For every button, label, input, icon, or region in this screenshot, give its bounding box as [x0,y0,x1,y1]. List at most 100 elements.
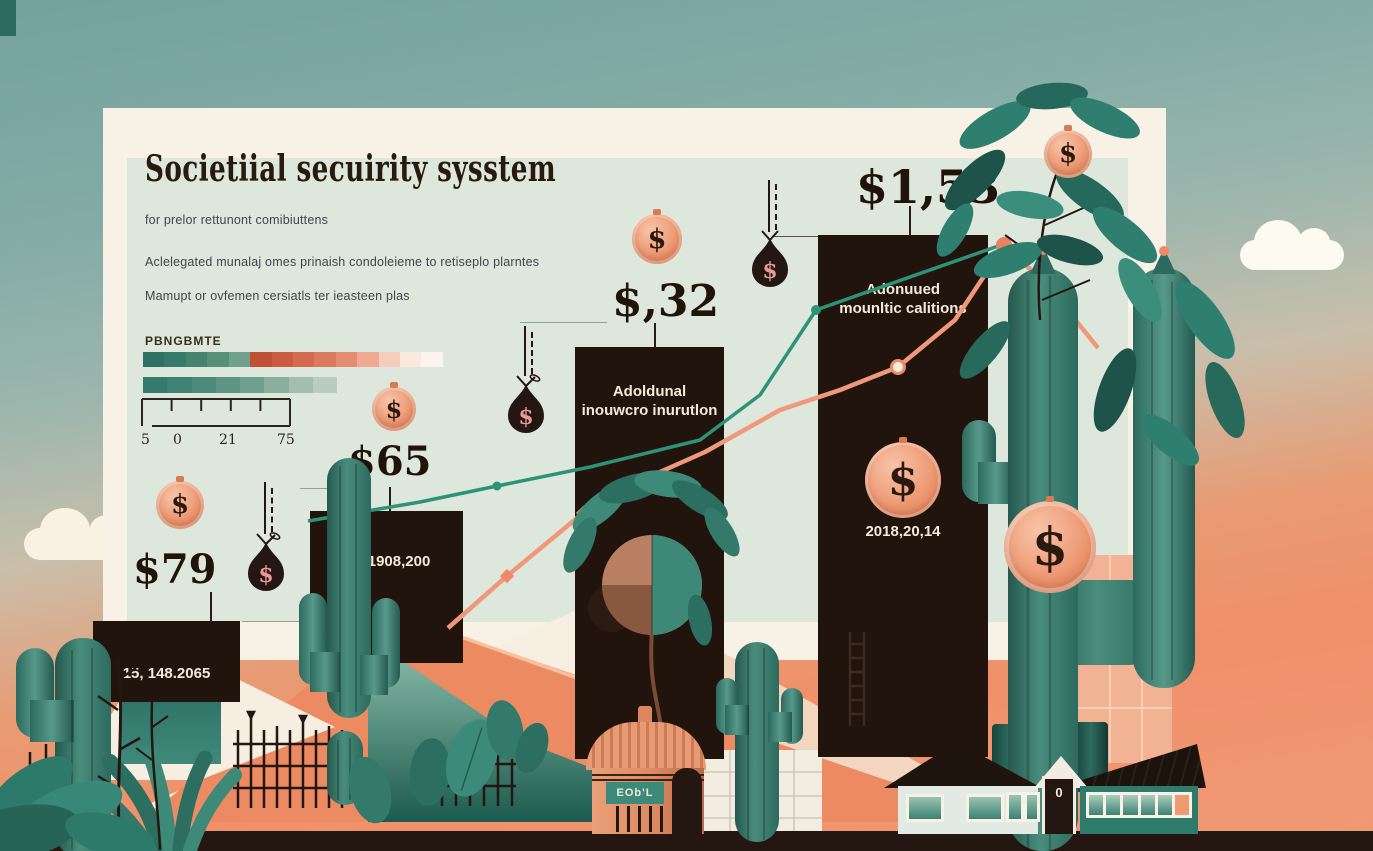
bar1-value: $79 [133,546,217,593]
kiosk-railing [608,806,668,832]
legend-swatch [421,352,443,367]
trend-line-teal [307,242,1005,523]
subtitle-3: Mamupt or ovfemen cersiatls ter ieasteen… [145,289,410,303]
page-title: Societiial secuirity sysstem [145,148,557,190]
axis-tick-2: 0 [173,432,182,448]
bag-string-dashed [775,184,777,230]
subtitle-2: Aclelegated munalaj omes prinaish condol… [145,255,540,269]
dollar-coin-icon: $ [632,209,682,264]
house-b-window [1140,795,1155,815]
house-a-window [1006,792,1024,822]
dollar-symbol: $ [1031,516,1069,578]
kiosk-doorway [672,768,702,834]
kiosk-band [592,779,704,781]
house-a-window [966,794,1004,822]
kiosk-finial [638,706,652,726]
dollar-coin-icon: $ [865,437,941,518]
paddle-plants [348,700,549,824]
legend-swatch [400,352,422,367]
cactus-center-right [716,642,803,842]
ladder [848,632,866,726]
dollar-symbol: $ [385,394,403,424]
house-b-window [1089,795,1104,815]
legend-swatch [240,377,265,393]
dollar-symbol: $ [1058,139,1078,169]
house-a [898,786,1040,834]
legend-swatch [288,377,313,393]
kiosk-sign: EOb'L [606,782,664,804]
axis-tick-3: 21 [219,432,237,448]
legend-swatch [185,352,208,367]
house-b-window [1174,795,1190,815]
door-knob: 0 [1055,785,1063,800]
bar3-caption-line1: Adoldunal [612,383,687,400]
bar4-caption-line2: mounltic calitions [839,300,967,317]
legend-swatch [378,352,401,367]
legend-swatch [312,377,337,393]
bag-string [264,482,266,534]
legend-swatch [335,352,358,367]
cactus-center-left [299,458,400,718]
money-bag-icon: $ [248,532,284,591]
legend-swatch [228,352,251,367]
bar4-coin-caption: 2018,20,14 [865,523,941,540]
house-b-window [1123,795,1138,815]
dollar-coin-icon: $ [156,476,204,529]
bar4-pointer [909,206,911,236]
dollar-coin-icon: $ [1004,496,1096,593]
legend-swatch [143,377,168,393]
leader-line-3 [520,322,607,323]
dollar-symbol: $ [647,223,667,255]
legend-swatch [271,352,293,367]
legend-swatch [167,377,192,393]
teal-dot-2 [811,305,821,315]
fence-left [233,710,345,808]
leader-line-4 [772,236,818,237]
legend-axis-ruler [141,398,291,427]
bar2-pointer [389,487,391,512]
dollar-symbol: $ [762,258,777,284]
axis-tick-1: 5 [141,432,150,448]
legend-swatch [191,377,216,393]
legend-swatch [143,352,165,367]
front-door: 0 [1042,776,1076,834]
corner-artifact [0,0,16,36]
legend-swatch [164,352,186,367]
subtitle-1: for prelor rettunont comibiuttens [145,213,329,227]
kiosk-band [592,774,704,776]
leader-line-1 [242,621,308,622]
salmon-marker-1 [499,568,515,584]
legend-label: PBNGBMTE [145,334,222,348]
legend-swatch [207,352,229,367]
cloud-right [1240,220,1344,270]
sapling-plant [563,470,740,743]
cactus-leaves-right [959,281,1245,466]
bag-string-dashed [531,332,533,374]
salmon-ring-marker [890,359,906,375]
dollar-symbol: $ [258,562,273,588]
legend-gradient-teal-salmon [143,352,443,367]
bag-string-dashed [271,488,273,532]
house-b-window [1106,795,1121,815]
bar3-pointer [654,323,656,348]
bar1-caption: 15, 148.2065 [122,665,211,682]
bar1-pointer [210,592,212,622]
house-b-window [1157,795,1172,815]
legend-swatch [215,377,240,393]
legend-swatch [292,352,315,367]
dollar-symbol: $ [518,404,533,430]
legend-swatch [250,352,272,367]
legend-gradient-teal-fade [143,377,337,393]
house-a-window [1024,792,1040,822]
bag-string [524,326,526,376]
money-tree-leaves [936,82,1162,322]
bar3-caption-line2: inouwcro inurutlon [581,402,718,419]
house-a-window [906,794,944,822]
dollar-symbol: $ [170,490,190,520]
dollar-symbol: $ [887,454,919,506]
axis-tick-4: 75 [277,432,295,448]
trend-line-salmon [446,244,1006,630]
legend-swatch [264,377,289,393]
